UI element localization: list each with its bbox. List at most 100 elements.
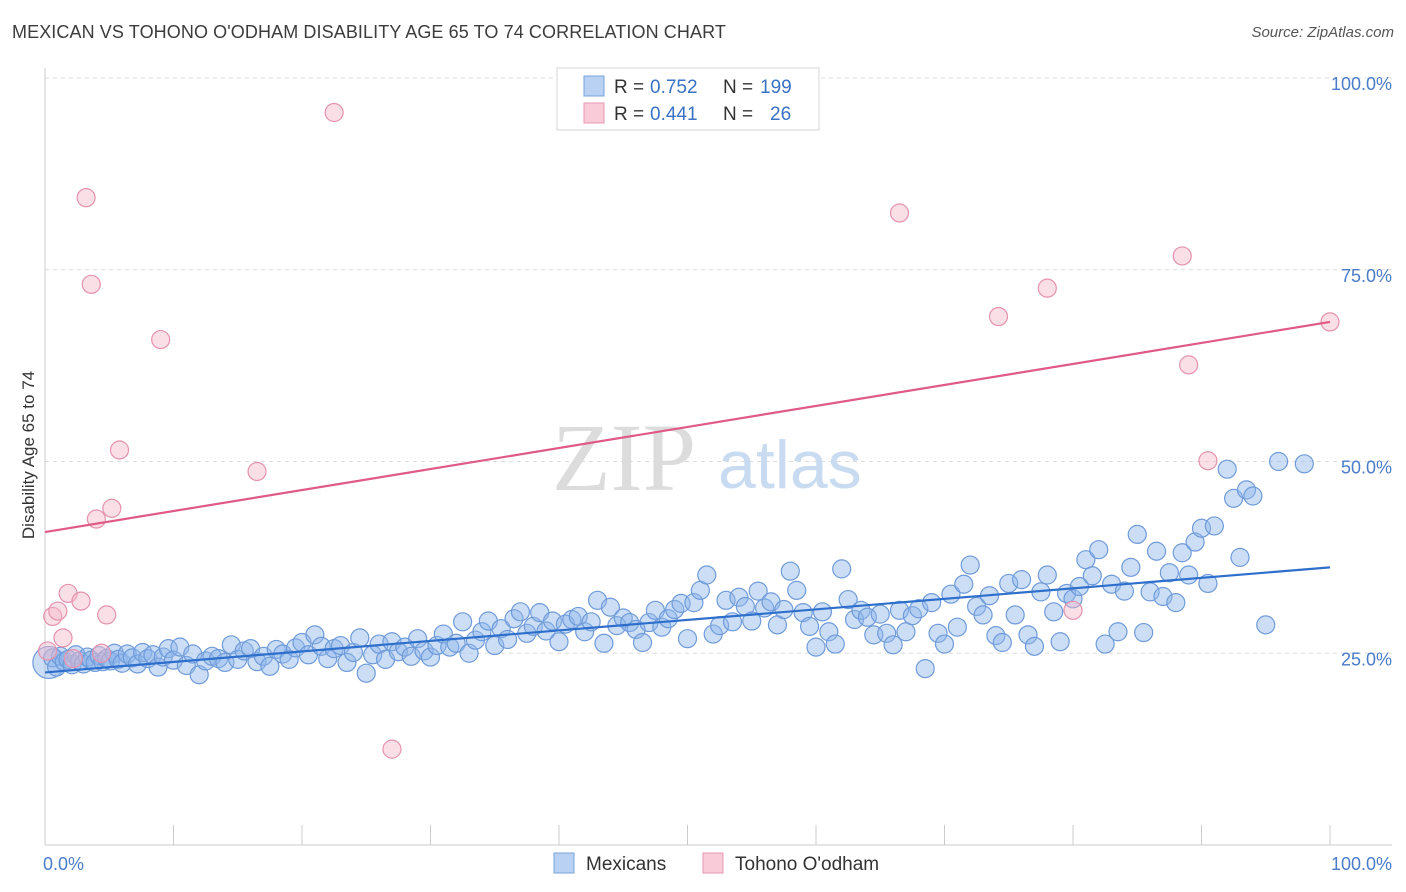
point-mexicans-196	[1243, 486, 1263, 506]
point-mexicans-102	[632, 632, 653, 653]
point-mexicans-132	[825, 634, 845, 654]
point-tohono-15	[247, 461, 267, 482]
y-tick-label-0: 25.0%	[1341, 649, 1392, 669]
point-mexicans-197	[1256, 615, 1276, 635]
point-mexicans-20	[117, 644, 137, 664]
point-mexicans-146	[915, 658, 935, 679]
legend-n-value-1: 199	[760, 77, 792, 98]
point-mexicans-199	[1294, 454, 1314, 474]
y-tick-labels: 25.0% 50.0% 75.0% 100.0%	[1331, 74, 1392, 669]
legend-r-value-2: 0.441	[650, 104, 698, 125]
point-tohono-17	[382, 739, 402, 759]
point-mexicans-133	[832, 559, 852, 579]
point-mexicans-126	[787, 580, 807, 600]
chart-title: MEXICAN VS TOHONO O'ODHAM DISABILITY AGE…	[12, 22, 726, 42]
point-mexicans-47	[279, 649, 299, 669]
point-mexicans-177	[1114, 581, 1135, 601]
point-mexicans-112	[697, 565, 717, 585]
source-label: Source: ZipAtlas.com	[1251, 24, 1394, 41]
point-mexicans-141	[883, 635, 903, 655]
point-mexicans-63	[382, 632, 402, 652]
legend-swatch-tohono	[583, 102, 605, 124]
point-tohono-6	[71, 591, 91, 611]
legend: R = 0.752 N = 199 R = 0.441 N = 26	[556, 67, 820, 131]
bottom-legend: Mexicans Tohono O'odham	[553, 852, 879, 875]
point-tohono-21	[1063, 600, 1083, 620]
legend-r-value-1: 0.752	[650, 77, 698, 98]
point-mexicans-159	[999, 573, 1019, 594]
watermark-zip: ZIP	[552, 404, 696, 511]
legend-n-label-2: N =	[723, 104, 753, 125]
bottom-legend-swatch-tohono	[702, 852, 724, 874]
point-mexicans-18	[108, 649, 128, 669]
axes	[44, 68, 1392, 846]
point-mexicans-152	[954, 574, 974, 594]
point-mexicans-125	[780, 561, 800, 581]
point-mexicans-134	[838, 589, 858, 610]
y-tick-label-1: 50.0%	[1341, 458, 1392, 478]
point-tohono-19	[988, 306, 1009, 327]
point-mexicans-51	[305, 625, 325, 645]
point-mexicans-69	[420, 647, 441, 667]
point-tohono-7	[76, 188, 96, 208]
point-tohono-16	[324, 102, 344, 123]
point-mexicans-140	[877, 623, 897, 643]
legend-n-label-1: N =	[723, 77, 753, 98]
point-mexicans-160	[1005, 605, 1025, 625]
point-mexicans-162	[1018, 625, 1038, 645]
point-mexicans-166	[1044, 602, 1064, 622]
point-mexicans-139	[870, 604, 890, 624]
point-tohono-5	[63, 649, 83, 669]
point-mexicans-155	[973, 605, 993, 625]
point-mexicans-83	[510, 602, 531, 622]
trend-line-mexicans	[44, 566, 1331, 674]
point-tohono-22	[1172, 246, 1192, 266]
point-mexicans-59	[356, 663, 376, 683]
point-mexicans-151	[947, 617, 967, 637]
point-mexicans-180	[1134, 622, 1154, 643]
point-mexicans-129	[806, 637, 826, 657]
point-mexicans-109	[677, 629, 698, 649]
point-mexicans-130	[812, 602, 833, 622]
trend-lines	[44, 320, 1331, 674]
point-tohono-13	[109, 440, 130, 460]
point-tohono-12	[102, 498, 122, 518]
point-mexicans-143	[896, 622, 916, 642]
point-tohono-0	[37, 641, 58, 661]
point-mexicans-74	[453, 612, 473, 632]
point-tohono-24	[1198, 451, 1218, 471]
point-mexicans-149	[934, 634, 955, 654]
point-mexicans-153	[960, 555, 980, 575]
point-mexicans-169	[1063, 589, 1083, 609]
point-mexicans-120	[748, 581, 768, 601]
point-mexicans-131	[819, 622, 839, 642]
point-tohono-8	[81, 274, 101, 294]
point-tohono-2	[48, 601, 68, 621]
y-tick-label-2: 75.0%	[1341, 266, 1392, 286]
point-tohono-20	[1037, 278, 1057, 298]
point-mexicans-128	[799, 616, 820, 637]
point-mexicans-182	[1146, 541, 1167, 561]
point-mexicans-97	[600, 597, 621, 617]
point-mexicans-80	[491, 619, 511, 639]
point-mexicans-158	[992, 632, 1012, 653]
x-tick-labels: 0.0% 100.0%	[43, 854, 1392, 874]
point-mexicans-44	[260, 656, 280, 676]
point-mexicans-185	[1166, 593, 1186, 613]
point-mexicans-89	[549, 632, 569, 652]
point-mexicans-124	[774, 599, 794, 620]
trend-line-tohono	[44, 320, 1331, 534]
point-mexicans-184	[1159, 563, 1179, 583]
point-mexicans-66	[401, 646, 421, 666]
legend-swatch-mexicans	[583, 75, 605, 97]
point-mexicans-173	[1089, 540, 1109, 560]
point-mexicans-198	[1268, 451, 1289, 472]
point-mexicans-190	[1198, 573, 1218, 594]
x-tick-label-1: 100.0%	[1331, 854, 1392, 874]
point-mexicans-142	[889, 600, 910, 620]
point-mexicans-186	[1172, 543, 1192, 563]
x-tick-label-0: 0.0%	[43, 854, 84, 874]
point-mexicans-96	[594, 633, 614, 653]
point-mexicans-167	[1050, 632, 1070, 652]
